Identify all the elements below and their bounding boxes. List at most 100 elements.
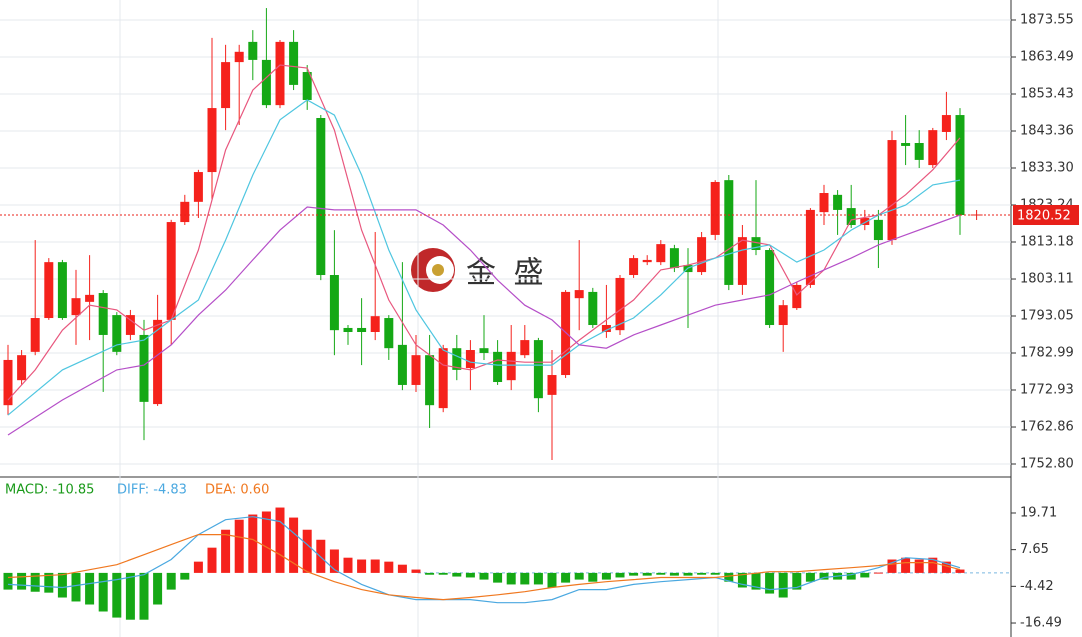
macd-bar [574, 572, 584, 580]
candle-body [601, 325, 611, 333]
macd-bar [805, 572, 815, 582]
macd-line [7, 534, 961, 601]
last-price-cross [970, 210, 983, 220]
macd-bar [479, 572, 489, 580]
macd-bar [601, 572, 611, 580]
candle-body [193, 172, 203, 202]
candle-body [166, 222, 176, 320]
macd-bar [765, 572, 775, 594]
candle-body [669, 248, 679, 269]
candle-body [112, 315, 122, 352]
candle-body [153, 319, 163, 405]
candle-body [710, 181, 720, 235]
macd-bar [3, 572, 13, 590]
y-tick-label: 1803.11 [1020, 272, 1074, 287]
candle-body [384, 318, 394, 349]
candle-body [17, 355, 27, 381]
candle-body [3, 359, 13, 406]
candle-body [85, 294, 95, 302]
macd-bar [166, 572, 176, 590]
y-tick-label: 1762.86 [1020, 420, 1074, 435]
candle-body [873, 219, 883, 241]
macd-bar [438, 572, 448, 575]
candle-body [411, 355, 421, 385]
macd-bar [642, 572, 652, 576]
macd-bar [98, 572, 108, 612]
macd-bar [17, 572, 27, 590]
macd-bar [275, 507, 285, 573]
candle-body [125, 315, 135, 335]
macd-bar [683, 572, 693, 576]
moving-average-line [7, 206, 961, 436]
macd-bar [887, 559, 897, 573]
y-tick-label: 1752.80 [1020, 457, 1074, 472]
candle-body [506, 351, 516, 381]
macd-bar [561, 572, 571, 583]
candle-body [846, 208, 856, 226]
y-tick-label: 1873.55 [1020, 13, 1074, 28]
candle-body [289, 41, 299, 85]
y-tick-label: 1782.99 [1020, 346, 1074, 361]
candle-body [370, 316, 380, 333]
watermark: 金 盛 [411, 248, 544, 292]
macd-bar [329, 549, 339, 573]
candle-body [397, 344, 407, 385]
macd-bar [873, 572, 883, 574]
macd-bar [193, 561, 203, 573]
candle-body [465, 350, 475, 369]
moving-average-line [7, 64, 961, 401]
y-tick-label: 1813.18 [1020, 234, 1074, 249]
macd-bar [697, 572, 707, 575]
candle-body [697, 237, 707, 273]
macd-bar [357, 559, 367, 573]
candle-body [751, 237, 761, 251]
candle-body [588, 291, 598, 326]
legend-entry: DEA: 0.60 [205, 483, 269, 498]
y-tick-label: 1863.49 [1020, 49, 1074, 64]
candle-body [207, 108, 217, 173]
macd-bar [180, 572, 190, 580]
candle-body [860, 218, 870, 226]
macd-bar [71, 572, 81, 602]
candle-body [452, 348, 462, 370]
macd-bar [44, 572, 54, 593]
macd-bar [207, 547, 217, 573]
y-tick-label: -16.49 [1020, 616, 1062, 631]
candle-body [724, 180, 734, 285]
candle-body [57, 262, 67, 319]
legend-entry: DIFF: -4.83 [117, 483, 187, 498]
macd-bar [520, 572, 530, 585]
macd-bar [778, 572, 788, 598]
candle-body [30, 318, 40, 352]
candle-body [248, 41, 258, 60]
y-tick-label: 19.71 [1020, 505, 1057, 520]
candle-body [819, 193, 829, 213]
macd-bar [656, 572, 666, 575]
macd-bar [901, 557, 911, 573]
y-tick-label: 1843.36 [1020, 124, 1074, 139]
macd-bar [941, 561, 951, 573]
candle-body [547, 375, 557, 395]
y-tick-label: -4.42 [1020, 579, 1054, 594]
candle-body [44, 262, 54, 319]
candle-body [425, 355, 435, 406]
macd-bar [248, 514, 258, 573]
macd-bar [615, 572, 625, 578]
candle-body [778, 305, 788, 326]
macd-bar [533, 572, 543, 585]
y-tick-label: 1772.93 [1020, 382, 1074, 397]
macd-bar [792, 572, 802, 590]
moving-average-line [7, 99, 961, 416]
candle-body [805, 209, 815, 285]
y-tick-label: 1833.30 [1020, 161, 1074, 176]
candle-body [180, 201, 190, 223]
candle-body [914, 143, 924, 160]
candle-body [629, 258, 639, 276]
macd-bar [153, 572, 163, 605]
legend-entry: MACD: -10.85 [5, 483, 94, 498]
y-tick-label: 1793.05 [1020, 309, 1074, 324]
candle-body [941, 115, 951, 132]
macd-bar [85, 572, 95, 605]
macd-bar [710, 572, 720, 575]
